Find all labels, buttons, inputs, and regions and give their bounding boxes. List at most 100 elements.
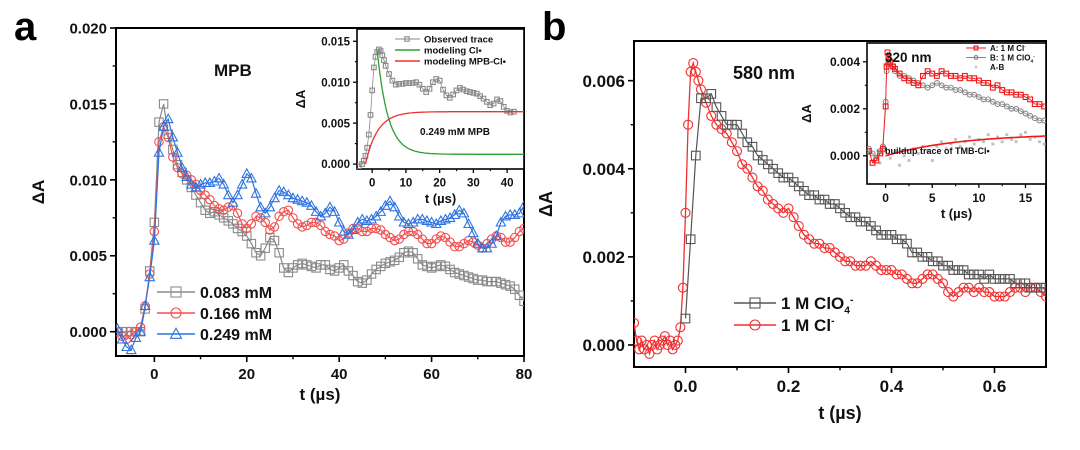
data-point — [683, 119, 694, 130]
data-point — [514, 226, 524, 237]
y-tick-label: 0.002 — [582, 248, 625, 267]
x-tick-label: 0.4 — [880, 377, 904, 396]
x-axis-label: t (µs) — [818, 403, 861, 423]
data-point — [938, 260, 948, 271]
data-point — [371, 64, 377, 71]
data-point — [737, 128, 747, 139]
data-point — [409, 80, 416, 86]
data-point — [1025, 282, 1036, 293]
data-point — [757, 185, 768, 196]
data-point — [357, 226, 368, 237]
data-point — [1022, 110, 1029, 117]
data-point — [195, 178, 207, 189]
x-tick-label: 40 — [501, 178, 514, 190]
data-point — [185, 178, 197, 189]
data-point — [954, 137, 958, 141]
panel-b-inset: 0 5 10 15 0.000 0.002 0.004 t (µs) ΔA 320 nm A: 1 … — [799, 42, 1047, 221]
data-point — [804, 190, 814, 201]
inset-legend-item: B: 1 M ClO4- — [966, 54, 1035, 65]
data-point — [940, 140, 944, 144]
data-point — [467, 89, 473, 95]
data-point — [989, 274, 1000, 284]
data-point — [706, 89, 717, 99]
data-point — [985, 96, 992, 103]
data-point — [902, 154, 906, 158]
panel-letter-b: b — [542, 5, 566, 49]
data-point — [467, 227, 479, 238]
data-point — [634, 317, 640, 328]
data-point — [504, 108, 510, 114]
data-point — [972, 142, 976, 146]
data-point — [994, 274, 1005, 284]
data-point — [915, 82, 922, 89]
legend-label: Observed trace — [424, 35, 493, 46]
data-point — [367, 112, 374, 118]
data-point — [288, 213, 298, 223]
plot-frame — [115, 27, 525, 357]
data-point — [121, 340, 133, 352]
data-point — [439, 213, 451, 224]
data-point — [999, 101, 1006, 108]
data-point — [371, 223, 381, 234]
data-point — [396, 81, 403, 87]
data-point — [883, 63, 890, 70]
data-point — [139, 299, 151, 311]
series-line — [634, 60, 1046, 357]
data-point — [989, 98, 996, 105]
data-point — [947, 84, 954, 91]
data-point — [495, 216, 507, 227]
data-point — [208, 175, 220, 186]
legend-item: 0.249 mM — [157, 327, 272, 344]
data-point — [850, 260, 861, 271]
data-point — [384, 195, 396, 206]
data-point — [402, 217, 415, 229]
data-point — [1005, 133, 1009, 137]
y-tick-label: 0.004 — [582, 160, 625, 179]
data-point — [426, 85, 433, 92]
data-point — [259, 207, 271, 218]
y-tick-label: 0.002 — [830, 102, 860, 116]
data-point — [463, 217, 475, 229]
data-point — [937, 278, 949, 289]
legend-marker — [749, 319, 761, 331]
data-point — [446, 94, 453, 101]
data-point — [204, 176, 216, 188]
data-point — [996, 135, 999, 139]
data-point — [125, 343, 137, 355]
data-point — [218, 205, 229, 215]
data-point — [975, 94, 982, 101]
data-point — [809, 238, 820, 249]
annotation-marker — [876, 148, 882, 154]
x-tick-label: 40 — [331, 366, 348, 383]
data-point — [376, 46, 382, 53]
inset-background — [357, 29, 524, 169]
data-point — [1003, 103, 1010, 110]
inset-legend-item: A-B — [974, 63, 1004, 72]
legend-marker — [974, 65, 978, 69]
data-point — [389, 77, 396, 84]
data-point — [162, 113, 174, 124]
data-point — [1038, 140, 1041, 144]
data-point — [250, 187, 262, 198]
series-observed-trace — [357, 46, 517, 169]
data-point — [134, 325, 147, 336]
data-point — [245, 172, 257, 183]
data-point — [246, 219, 257, 229]
data-point — [490, 230, 502, 241]
legend-label: 0.166 mM — [200, 306, 272, 323]
data-point — [319, 207, 331, 218]
legend-marker — [973, 45, 979, 51]
data-point — [732, 119, 742, 130]
data-point — [433, 76, 440, 82]
data-point — [222, 189, 234, 200]
panel-b-title: 580 nm — [733, 63, 795, 83]
data-point — [510, 232, 520, 243]
data-point — [470, 90, 477, 96]
data-point — [867, 148, 872, 155]
legend-label: A-B — [990, 63, 1004, 72]
data-point — [855, 216, 866, 227]
data-point — [269, 222, 280, 232]
model-line-cl — [376, 51, 524, 155]
data-point — [1042, 142, 1046, 146]
